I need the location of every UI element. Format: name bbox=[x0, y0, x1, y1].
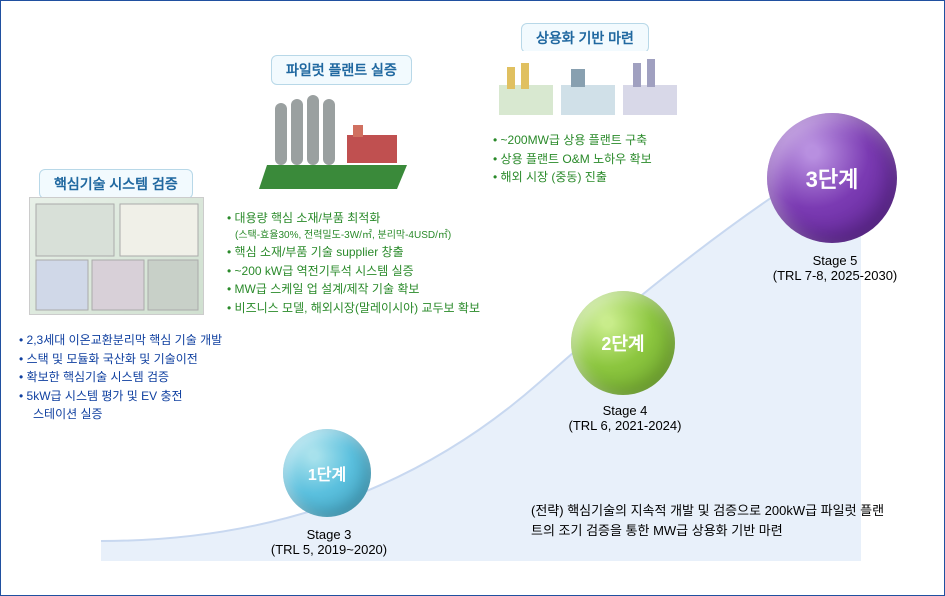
s1-b4: 5kW급 시스템 평가 및 EV 충전 bbox=[19, 387, 269, 406]
stage1-cap1: Stage 3 bbox=[239, 527, 419, 542]
illustration-stage2 bbox=[257, 85, 417, 193]
s2-b4: MW급 스케일 업 설계/제작 기술 확보 bbox=[227, 280, 527, 299]
stage3-cap2: (TRL 7-8, 2025-2030) bbox=[745, 268, 925, 283]
s1-b2: 스택 및 모듈화 국산화 및 기술이전 bbox=[19, 350, 269, 369]
s1-b3: 확보한 핵심기술 시스템 검증 bbox=[19, 368, 269, 387]
strategy-text: (전략) 핵심기술의 지속적 개발 및 검증으로 200kW급 파일럿 플랜트의… bbox=[531, 501, 886, 540]
s3-b2: 상용 플랜트 O&M 노하우 확보 bbox=[493, 150, 723, 169]
stage3-badge: 3단계 bbox=[806, 162, 859, 194]
stage3-circle: 3단계 bbox=[767, 113, 897, 243]
stage3-caption: Stage 5 (TRL 7-8, 2025-2030) bbox=[745, 253, 925, 283]
section1-title: 핵심기술 시스템 검증 bbox=[39, 169, 193, 199]
s3-b1: ~200MW급 상용 플랜트 구축 bbox=[493, 131, 723, 150]
stage1-cap2: (TRL 5, 2019~2020) bbox=[239, 542, 419, 557]
stage2-caption: Stage 4 (TRL 6, 2021-2024) bbox=[535, 403, 715, 433]
stage1-badge: 1단계 bbox=[308, 461, 346, 485]
s2-b2: 핵심 소재/부품 기술 supplier 창출 bbox=[227, 243, 527, 262]
s2-b5: 비즈니스 모델, 해외시장(말레이시아) 교두보 확보 bbox=[227, 299, 527, 318]
stage3-cap1: Stage 5 bbox=[745, 253, 925, 268]
stage2-circle: 2단계 bbox=[571, 291, 675, 395]
section3-title: 상용화 기반 마련 bbox=[521, 23, 649, 53]
stage2-badge: 2단계 bbox=[601, 330, 644, 356]
stage2-cap1: Stage 4 bbox=[535, 403, 715, 418]
stage1-circle: 1단계 bbox=[283, 429, 371, 517]
roadmap-diagram: 핵심기술 시스템 검증 2,3세대 이온교환분리막 핵심 기술 개발 스택 및 … bbox=[1, 1, 944, 595]
stage2-bullets: 대용량 핵심 소재/부품 최적화 (스택-효율30%, 전력밀도-3W/㎡, 분… bbox=[227, 209, 527, 317]
s1-b1: 2,3세대 이온교환분리막 핵심 기술 개발 bbox=[19, 331, 269, 350]
illustration-stage3 bbox=[495, 51, 681, 121]
s2-b1sub: (스택-효율30%, 전력밀도-3W/㎡, 분리막-4USD/㎡) bbox=[227, 228, 527, 244]
s3-b3: 해외 시장 (중동) 진출 bbox=[493, 168, 723, 187]
s1-b4b: 스테이션 실증 bbox=[19, 405, 269, 424]
stage1-bullets: 2,3세대 이온교환분리막 핵심 기술 개발 스택 및 모듈화 국산화 및 기술… bbox=[19, 331, 269, 424]
stage2-cap2: (TRL 6, 2021-2024) bbox=[535, 418, 715, 433]
stage3-bullets: ~200MW급 상용 플랜트 구축 상용 플랜트 O&M 노하우 확보 해외 시… bbox=[493, 131, 723, 187]
s2-b3: ~200 kW급 역전기투석 시스템 실증 bbox=[227, 262, 527, 281]
s2-b1: 대용량 핵심 소재/부품 최적화 bbox=[227, 209, 527, 228]
section2-title: 파일럿 플랜트 실증 bbox=[271, 55, 412, 85]
stage1-caption: Stage 3 (TRL 5, 2019~2020) bbox=[239, 527, 419, 557]
illustration-stage1 bbox=[29, 197, 204, 315]
